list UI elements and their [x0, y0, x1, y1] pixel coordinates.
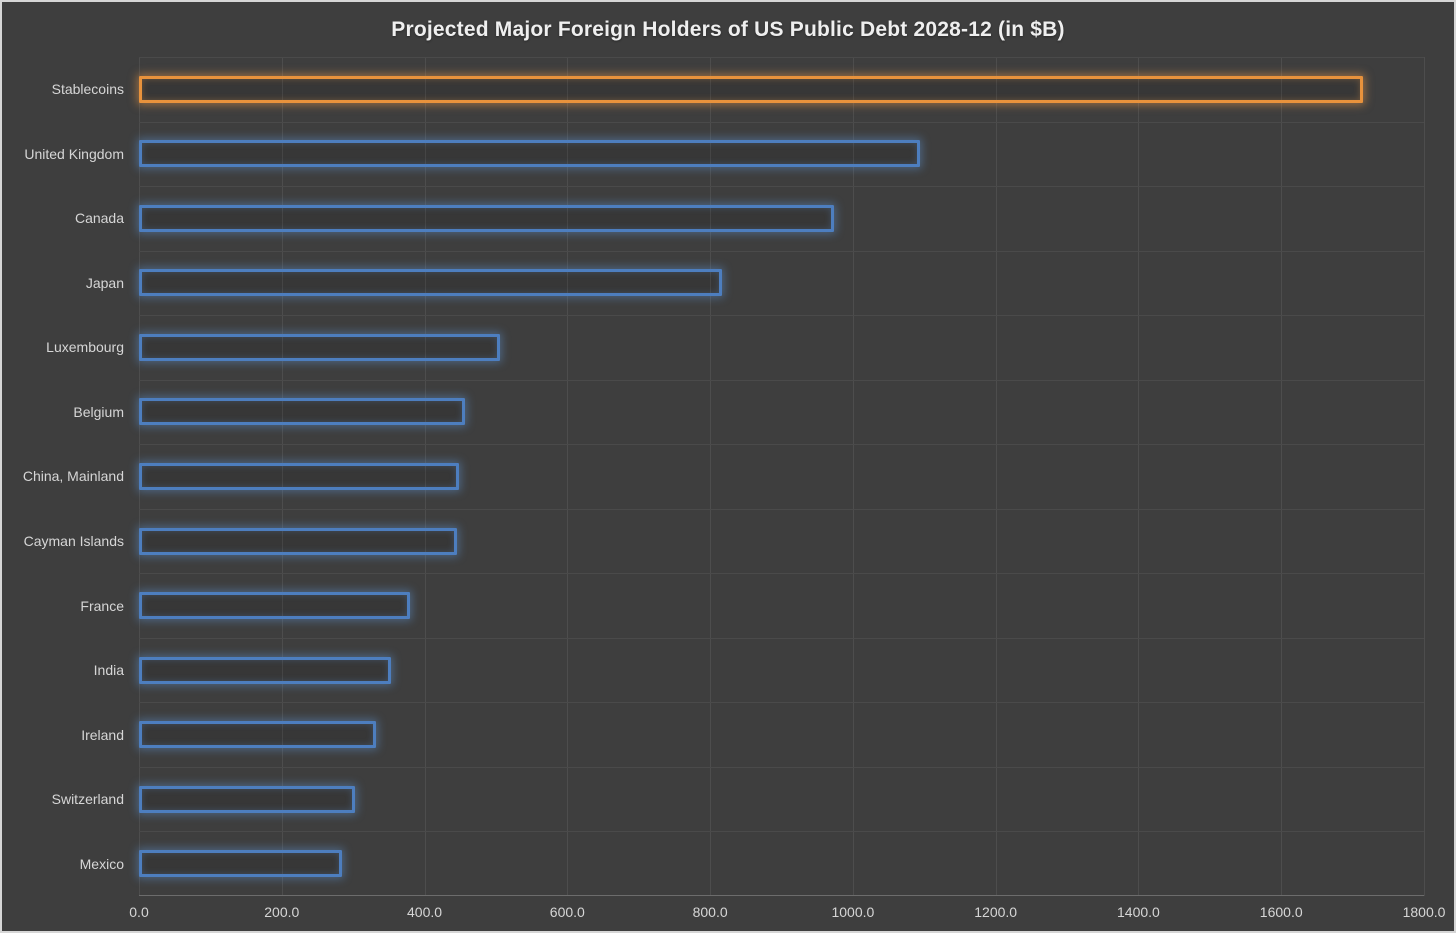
- gridline-horizontal: [139, 379, 1424, 381]
- y-tick-label: Ireland: [81, 726, 124, 743]
- gridline-horizontal: [139, 315, 1424, 317]
- gridline-horizontal: [139, 250, 1424, 252]
- gridline-horizontal: [139, 766, 1424, 768]
- x-tick-label: 800.0: [692, 904, 728, 920]
- x-tick-label: 200.0: [264, 904, 300, 920]
- gridline-vertical: [710, 57, 712, 896]
- gridline-horizontal: [139, 121, 1424, 123]
- y-tick-label: United Kingdom: [24, 145, 124, 162]
- y-tick-label: Stablecoins: [51, 81, 124, 98]
- y-tick-label: France: [80, 597, 124, 614]
- bar-japan: [139, 269, 723, 297]
- bar-cayman-islands: [139, 527, 457, 555]
- y-tick-label: Mexico: [79, 855, 124, 872]
- gridline-horizontal: [139, 57, 1424, 58]
- x-tick-label: 1200.0: [974, 904, 1018, 920]
- gridline-horizontal: [139, 444, 1424, 446]
- gridline-horizontal: [139, 573, 1424, 575]
- gridline-vertical: [281, 57, 283, 896]
- bar-belgium: [139, 398, 466, 426]
- x-tick-label: 1600.0: [1259, 904, 1303, 920]
- bar-luxembourg: [139, 333, 501, 361]
- gridline-vertical: [995, 57, 997, 896]
- chart-title: Projected Major Foreign Holders of US Pu…: [391, 18, 1065, 41]
- y-tick-label: Canada: [74, 210, 124, 227]
- gridline-vertical: [1138, 57, 1140, 896]
- gridline-horizontal: [139, 831, 1424, 833]
- bar-india: [139, 656, 391, 684]
- y-tick-label: Luxembourg: [46, 339, 124, 356]
- x-axis-labels: 0.0 200.0 400.0 600.0 800.0 1000.0 1200.0 1400.…: [2, 904, 1454, 928]
- y-tick-label: Belgium: [73, 403, 124, 420]
- x-tick-label: 0.0: [129, 904, 149, 920]
- bar-united-kingdom: [139, 140, 920, 168]
- gridline-horizontal: [139, 702, 1424, 704]
- bar-china-mainland: [139, 463, 459, 490]
- bar-ireland: [139, 721, 376, 749]
- gridline-vertical: [567, 57, 569, 896]
- gridline-vertical: [852, 57, 854, 896]
- bar-stablecoins: [139, 75, 1364, 103]
- y-tick-label: Japan: [85, 274, 124, 291]
- x-tick-label: 1400.0: [1117, 904, 1160, 920]
- y-axis-labels: Stablecoins United Kingdom Canada Japan Luxe…: [2, 57, 124, 896]
- plot-area: [139, 57, 1425, 896]
- y-tick-label: China, Mainland: [22, 468, 124, 485]
- bar-mexico: [139, 850, 342, 878]
- y-tick-label: Switzerland: [51, 791, 124, 808]
- gridline-horizontal: [139, 508, 1424, 510]
- gridline-vertical: [424, 57, 426, 896]
- bar-france: [139, 592, 411, 620]
- x-tick-label: 600.0: [549, 904, 585, 920]
- x-tick-label: 1800.0: [1402, 904, 1446, 920]
- gridline-vertical: [1424, 57, 1425, 896]
- bar-canada: [139, 204, 834, 232]
- y-tick-label: Cayman Islands: [23, 533, 124, 550]
- x-axis-line: [139, 895, 1424, 896]
- x-tick-label: 400.0: [407, 904, 443, 920]
- gridline-vertical: [1281, 57, 1283, 896]
- bar-switzerland: [139, 785, 356, 813]
- x-tick-label: 1000.0: [831, 904, 875, 920]
- gridline-horizontal: [139, 637, 1424, 639]
- gridline-horizontal: [139, 186, 1424, 188]
- y-tick-label: India: [93, 662, 124, 679]
